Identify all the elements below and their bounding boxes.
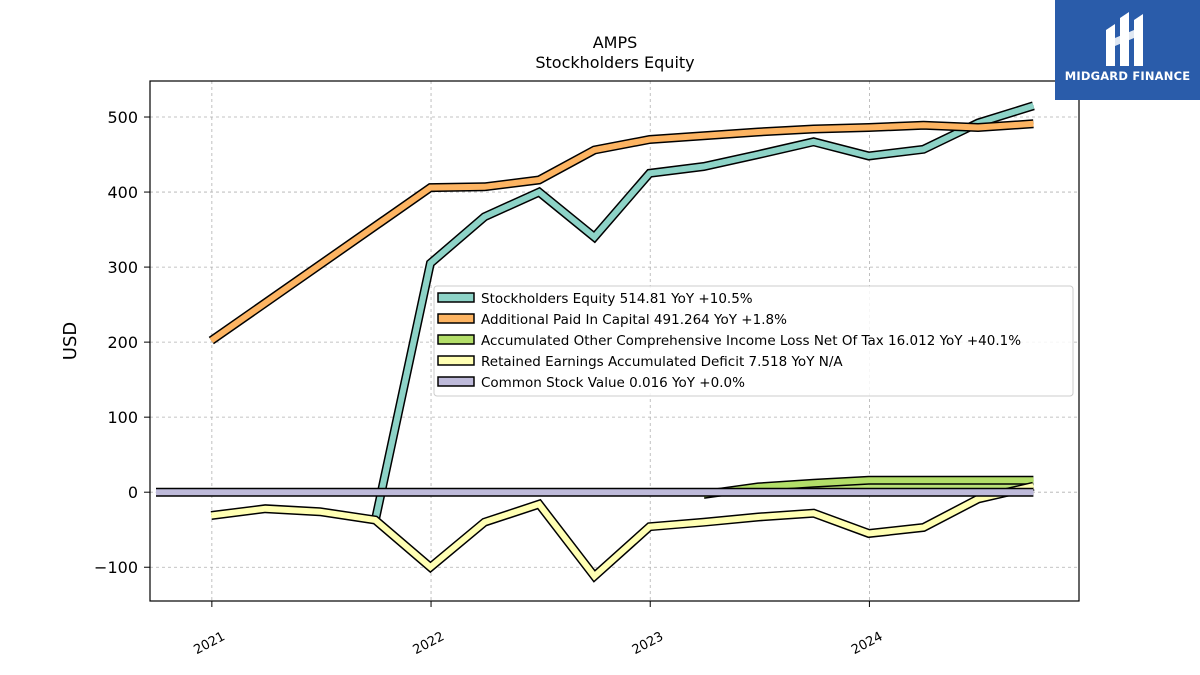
- y-axis: −100 0 100 200 300 400 500: [94, 108, 150, 577]
- chart-title: AMPS: [593, 33, 638, 52]
- data-point: [649, 526, 651, 528]
- x-tick-label: 2021: [191, 629, 227, 658]
- brand-logo: MIDGARD FINANCE: [1055, 0, 1200, 100]
- y-tick-label: 100: [107, 408, 138, 427]
- legend-swatch: [437, 376, 475, 387]
- data-point: [813, 141, 815, 143]
- data-point: [757, 486, 759, 488]
- x-tick-label: 2022: [411, 629, 447, 658]
- data-point: [593, 575, 595, 577]
- brand-logo-icon: [1106, 12, 1143, 66]
- y-axis-label: USD: [60, 322, 81, 360]
- data-point: [593, 236, 595, 238]
- data-point: [977, 498, 979, 500]
- data-point: [649, 172, 651, 174]
- legend-box: [433, 285, 1074, 397]
- data-point: [264, 508, 266, 510]
- data-point: [813, 512, 815, 514]
- legend: Stockholders Equity 514.81 YoY +10.5% Add…: [433, 285, 1074, 397]
- data-point: [319, 511, 321, 513]
- y-tick-label: 500: [107, 108, 138, 127]
- data-point: [813, 482, 815, 484]
- x-tick-label: 2024: [849, 629, 885, 658]
- data-point: [977, 479, 979, 481]
- legend-swatch: [437, 355, 475, 366]
- data-point: [374, 519, 376, 521]
- data-point: [703, 166, 705, 167]
- data-point: [1032, 479, 1034, 481]
- data-point: [923, 527, 924, 528]
- y-tick-label: 200: [107, 333, 138, 352]
- data-point: [868, 479, 870, 481]
- data-point: [484, 186, 485, 188]
- x-axis: 2021 2022 2023 2024: [191, 601, 885, 658]
- y-tick-label: −100: [94, 558, 138, 577]
- y-tick-label: 400: [107, 183, 138, 202]
- legend-swatch: [437, 313, 475, 324]
- data-point: [429, 262, 431, 264]
- data-point: [703, 521, 705, 523]
- legend-entry: Accumulated Other Comprehensive Income L…: [481, 333, 1021, 349]
- data-point: [210, 515, 212, 516]
- data-point: [757, 154, 759, 155]
- legend-swatch: [437, 334, 475, 345]
- data-point: [868, 127, 870, 128]
- y-tick-label: 300: [107, 258, 138, 277]
- brand-name: MIDGARD FINANCE: [1064, 69, 1191, 83]
- plot-frame: [149, 80, 1080, 602]
- data-point: [1032, 491, 1034, 493]
- data-point: [1032, 123, 1034, 125]
- legend-swatch: [437, 292, 475, 303]
- series: [210, 481, 1035, 583]
- data-point: [757, 131, 759, 133]
- data-point: [538, 191, 540, 193]
- chart-subtitle: Stockholders Equity: [535, 53, 694, 72]
- data-point: [923, 148, 924, 150]
- series-lines: [155, 101, 1035, 583]
- legend-entry: Stockholders Equity 514.81 YoY +10.5%: [481, 291, 753, 307]
- data-point: [757, 516, 759, 518]
- data-point: [649, 139, 651, 140]
- data-point: [1032, 105, 1034, 107]
- data-point: [210, 340, 212, 342]
- data-point: [538, 503, 540, 505]
- x-tick-label: 2023: [630, 629, 666, 658]
- data-point: [868, 533, 870, 534]
- series-line: [210, 483, 1035, 581]
- data-point: [484, 216, 485, 218]
- data-point: [868, 155, 870, 157]
- data-point: [923, 124, 924, 126]
- data-point: [1032, 485, 1034, 487]
- data-point: [977, 127, 979, 128]
- data-point: [429, 566, 431, 568]
- data-point: [923, 479, 924, 481]
- legend-entry: Retained Earnings Accumulated Deficit 7.…: [481, 354, 843, 370]
- legend-entry: Additional Paid In Capital 491.264 YoY +…: [481, 312, 787, 328]
- y-tick-label: 0: [128, 483, 138, 502]
- data-point: [538, 179, 540, 181]
- series: [208, 119, 1034, 345]
- data-point: [429, 187, 431, 189]
- data-point: [155, 491, 157, 493]
- legend-entry: Common Stock Value 0.016 YoY +0.0%: [481, 375, 745, 391]
- data-point: [813, 128, 815, 130]
- data-point: [703, 135, 705, 137]
- series: [155, 487, 1034, 497]
- data-point: [593, 149, 595, 151]
- data-point: [484, 521, 485, 523]
